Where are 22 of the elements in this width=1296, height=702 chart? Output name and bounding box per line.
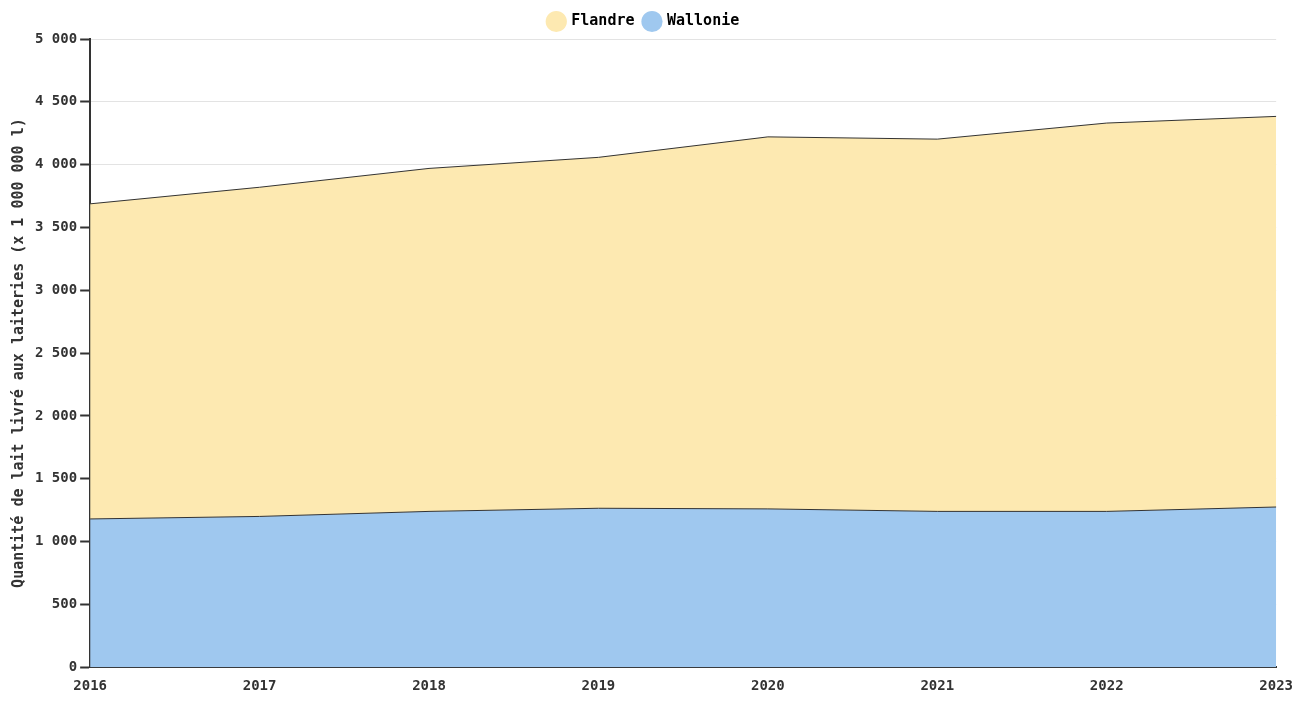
y-tick-label: 3 000 [34,280,78,297]
y-tick-label: 4 500 [34,92,78,109]
x-tick-label: 2016 [73,677,107,694]
x-tick-label: 2018 [412,677,446,694]
y-tick-label: 500 [51,595,78,612]
y-tick-label: 1 500 [34,469,78,486]
y-tick-label: 1 000 [34,532,78,549]
y-tick-label: 2 500 [34,343,78,360]
x-tick-label: 2019 [581,677,616,694]
x-tick-label: 2017 [242,677,277,694]
x-tick-label: 2020 [751,677,785,694]
y-tick-label: 3 500 [34,218,78,235]
x-tick-label: 2022 [1089,677,1124,694]
x-tick-label: 2023 [1259,677,1293,694]
y-tick-label: 0 [68,657,78,674]
legend-label: Wallonie [666,11,740,30]
x-tick-label: 2021 [920,677,955,694]
y-tick-label: 4 000 [34,155,78,172]
y-axis-title: Quantité de lait livré aux laiteries (x 1 000 000 l) [8,118,27,588]
legend-label: Flandre [571,11,635,30]
y-tick-label: 5 000 [34,29,78,46]
y-tick-label: 2 000 [34,406,78,423]
